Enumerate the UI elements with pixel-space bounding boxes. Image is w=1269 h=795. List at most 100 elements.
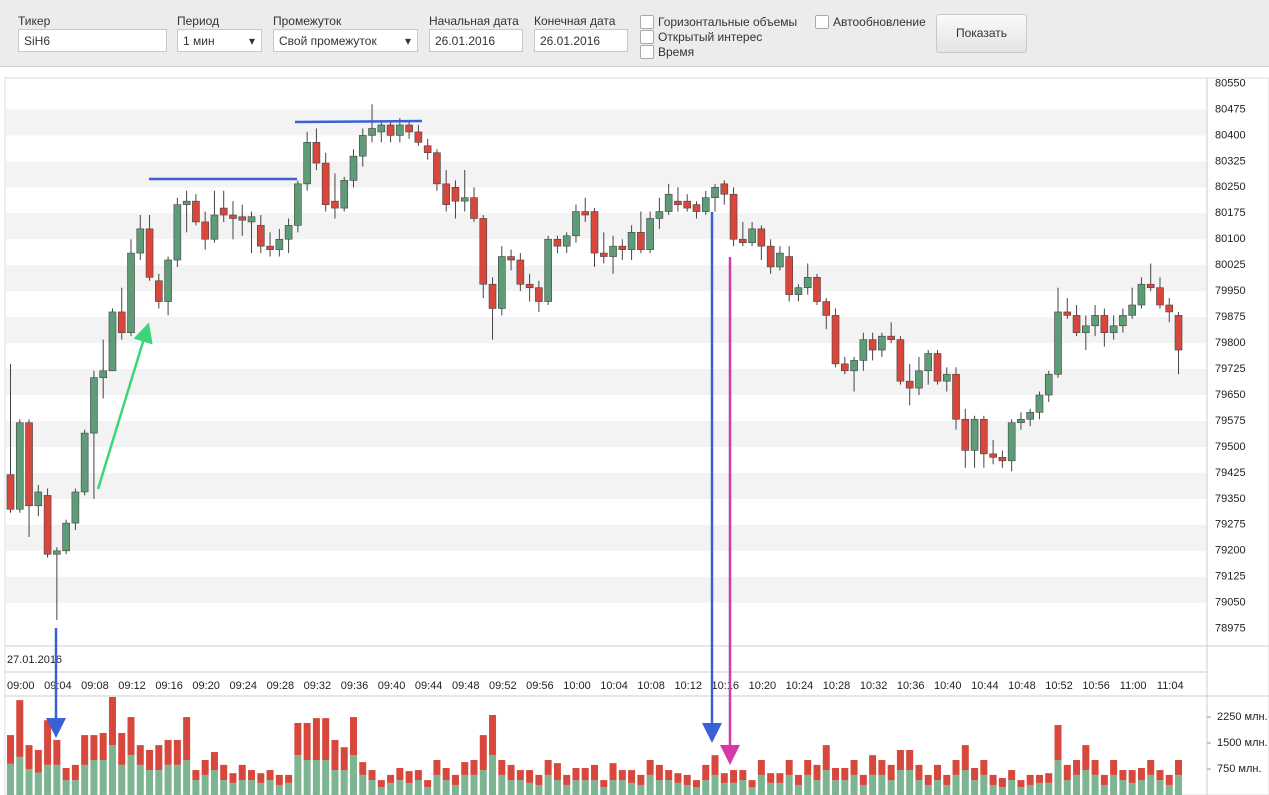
volume-bar bbox=[859, 784, 867, 795]
volume-bar bbox=[544, 774, 552, 795]
date-label: 27.01.2016 bbox=[7, 654, 62, 666]
volume-bar bbox=[108, 697, 116, 746]
volume-bar bbox=[637, 784, 645, 795]
volume-bar bbox=[989, 774, 997, 785]
volume-bar bbox=[878, 774, 886, 795]
volume-bar bbox=[451, 784, 459, 795]
candle-body bbox=[803, 277, 812, 289]
volume-bar bbox=[720, 773, 728, 783]
volume-bar bbox=[1110, 774, 1118, 795]
volume-bar bbox=[1054, 725, 1062, 761]
candle-body bbox=[1137, 283, 1146, 306]
volume-bar bbox=[971, 780, 979, 795]
volume-bar bbox=[785, 760, 793, 775]
candle-body bbox=[303, 142, 311, 185]
checkbox[interactable]: Автообновление bbox=[815, 15, 926, 29]
volume-bar bbox=[146, 770, 154, 795]
candle-body bbox=[386, 124, 395, 136]
volume-bar bbox=[785, 774, 793, 795]
volume-bar bbox=[229, 773, 237, 783]
y-tick-label: 80250 bbox=[1215, 181, 1246, 193]
show-button[interactable]: Показать bbox=[936, 14, 1027, 53]
candle-body bbox=[219, 207, 228, 216]
candle-body bbox=[368, 128, 376, 136]
candle-body bbox=[646, 218, 654, 250]
volume-bar bbox=[915, 780, 923, 795]
candle-body bbox=[942, 373, 951, 382]
candle-body bbox=[1128, 304, 1136, 316]
x-tick-label: 10:04 bbox=[600, 680, 628, 692]
volume-bar bbox=[312, 718, 320, 761]
volume-bar bbox=[1082, 770, 1090, 795]
volume-bar bbox=[822, 770, 830, 795]
range-select[interactable]: Свой промежуток bbox=[273, 29, 418, 53]
volume-bar bbox=[655, 764, 663, 781]
y-tick-label: 80175 bbox=[1215, 207, 1246, 219]
y-tick-label: 80100 bbox=[1215, 233, 1246, 245]
volume-bar bbox=[869, 755, 877, 775]
volume-bar bbox=[71, 780, 79, 795]
x-tick-label: 10:32 bbox=[860, 680, 888, 692]
candle-body bbox=[590, 211, 599, 254]
candle-body bbox=[535, 287, 543, 302]
candle-body bbox=[1082, 325, 1090, 334]
volume-bar bbox=[173, 764, 181, 795]
candle-body bbox=[321, 162, 330, 205]
volume-bar bbox=[563, 784, 571, 795]
candle-body bbox=[878, 335, 886, 351]
candle-body bbox=[358, 135, 367, 157]
y-tick-label: 80475 bbox=[1215, 103, 1246, 115]
start-date-input[interactable]: 26.01.2016 bbox=[429, 29, 523, 52]
end-date-input[interactable]: 26.01.2016 bbox=[534, 29, 628, 52]
candle-body bbox=[609, 245, 617, 257]
candle-body bbox=[62, 522, 70, 552]
volume-bar bbox=[896, 749, 904, 771]
x-tick-label: 09:16 bbox=[155, 680, 183, 692]
candle-body bbox=[256, 225, 265, 247]
candle-body bbox=[1119, 315, 1127, 327]
volume-bar bbox=[303, 760, 311, 795]
y-tick-label: 79050 bbox=[1215, 597, 1246, 609]
volume-bar bbox=[303, 722, 311, 761]
volume-bar bbox=[841, 780, 849, 795]
y-tick-label: 79350 bbox=[1215, 493, 1246, 505]
volume-bar bbox=[600, 780, 608, 788]
volume-bar bbox=[1119, 770, 1127, 781]
y-tick-label: 80025 bbox=[1215, 259, 1246, 271]
checkbox[interactable]: Открытый интерес bbox=[640, 30, 762, 44]
volume-bar bbox=[989, 784, 997, 795]
candle-body bbox=[423, 145, 432, 153]
candle-body bbox=[433, 152, 441, 185]
volume-bar bbox=[25, 745, 33, 770]
x-tick-label: 09:32 bbox=[304, 680, 332, 692]
volume-bar bbox=[34, 772, 42, 795]
candle-body bbox=[210, 214, 219, 240]
volume-bar bbox=[980, 774, 988, 795]
volume-bar bbox=[609, 780, 617, 795]
volume-bar bbox=[405, 782, 413, 795]
volume-bar bbox=[1082, 745, 1090, 771]
candle-body bbox=[1146, 283, 1155, 289]
checkbox[interactable]: Время bbox=[640, 45, 694, 59]
volume-bar bbox=[998, 778, 1006, 788]
volume-bar bbox=[1091, 774, 1099, 795]
volume-bar bbox=[183, 717, 191, 761]
x-tick-label: 11:04 bbox=[1157, 680, 1184, 692]
volume-bar bbox=[628, 782, 636, 795]
candle-body bbox=[247, 216, 256, 223]
volume-bar bbox=[90, 735, 98, 761]
label: Конечная дата bbox=[534, 14, 616, 28]
ticker-input[interactable]: SiH6 bbox=[18, 29, 167, 52]
volume-bar bbox=[127, 755, 135, 795]
candle-body bbox=[108, 311, 117, 372]
volume-bar bbox=[600, 787, 608, 795]
volume-bar bbox=[1017, 787, 1025, 795]
candle-body bbox=[340, 180, 349, 209]
period-select[interactable]: 1 мин bbox=[177, 29, 262, 53]
candle-body bbox=[618, 245, 627, 250]
checkbox[interactable]: Горизонтальные объемы bbox=[640, 15, 797, 29]
volume-bar bbox=[257, 782, 265, 795]
volume-bar bbox=[331, 739, 339, 771]
volume-bar bbox=[896, 770, 904, 795]
